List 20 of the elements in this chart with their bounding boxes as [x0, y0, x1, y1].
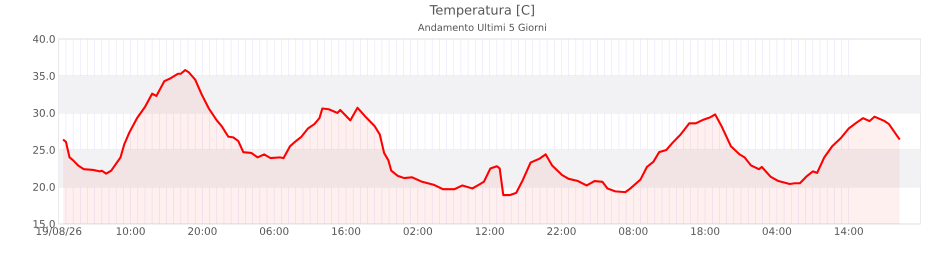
- y-tick-label: 35.0: [33, 72, 55, 80]
- chart-subtitle: Andamento Ultimi 5 Giorni: [418, 23, 546, 31]
- x-tick-label: 10:00: [116, 227, 145, 235]
- y-tick-label: 15.0: [34, 220, 55, 228]
- x-tick-label: 22:00: [547, 227, 576, 235]
- x-tick-label: 12:00: [476, 227, 504, 235]
- x-tick-label: 18:00: [691, 227, 720, 235]
- x-tick-label: 06:00: [260, 227, 288, 235]
- x-tick-label: 19/08/26: [36, 227, 82, 236]
- y-tick-label: 40.0: [32, 34, 55, 43]
- y-tick-label: 30.0: [33, 108, 55, 117]
- x-tick-label: 08:00: [619, 227, 648, 235]
- x-tick-label: 02:00: [404, 227, 432, 235]
- x-tick-label: 04:00: [762, 227, 792, 235]
- chart-title: Temperatura [C]: [430, 4, 534, 18]
- y-tick-label: 25.0: [33, 146, 55, 154]
- x-tick-label: 14:00: [834, 227, 863, 235]
- x-tick-label: 20:00: [188, 227, 217, 235]
- x-tick-label: 16:00: [332, 227, 360, 235]
- y-tick-label: 20.0: [33, 182, 55, 191]
